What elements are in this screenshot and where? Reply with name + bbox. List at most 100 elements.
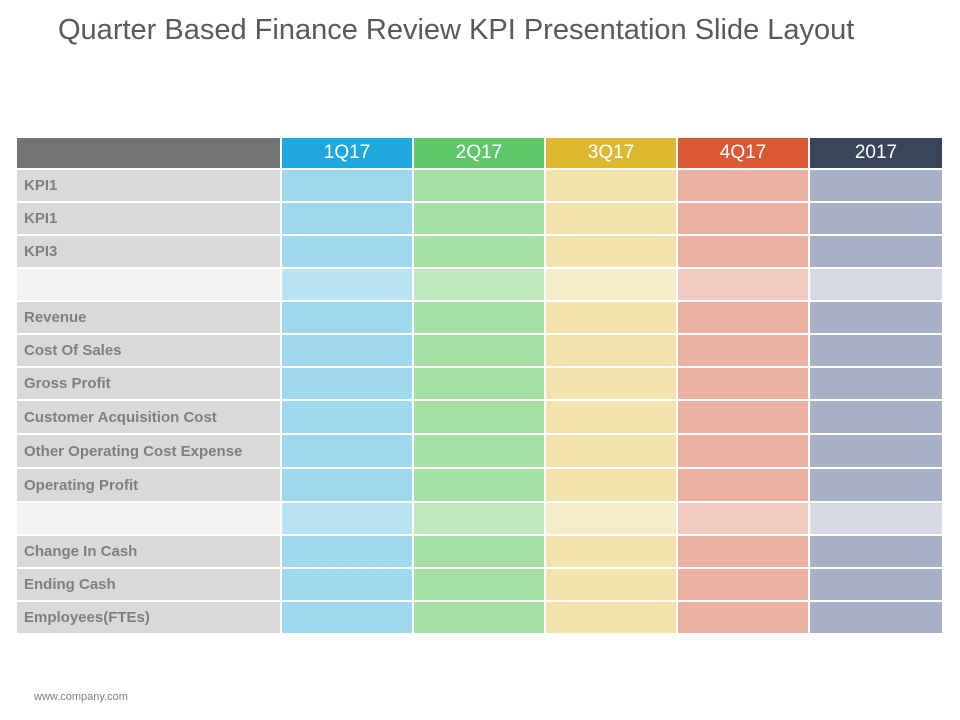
table-cell: [414, 469, 546, 503]
row-label: Operating Profit: [17, 469, 282, 503]
table-cell: [678, 170, 810, 203]
footer-url: www.company.com: [34, 691, 128, 703]
table-cell: [678, 203, 810, 236]
table-cell: [414, 401, 546, 435]
table-row: KPI1: [17, 203, 942, 236]
table-cell: [414, 569, 546, 602]
table-cell: [678, 236, 810, 269]
table-cell: [678, 269, 810, 302]
table-cell: [546, 170, 678, 203]
row-label: KPI3: [17, 236, 282, 269]
table-cell: [546, 536, 678, 569]
table-row: Customer Acquisition Cost: [17, 401, 942, 435]
table-cell: [546, 602, 678, 635]
table-cell: [546, 368, 678, 401]
table-row: Other Operating Cost Expense: [17, 435, 942, 469]
table-cell: [810, 602, 942, 635]
table-cell: [678, 602, 810, 635]
row-label: [17, 503, 282, 536]
row-label: Other Operating Cost Expense: [17, 435, 282, 469]
row-label: Revenue: [17, 302, 282, 335]
kpi-table: 1Q17 2Q17 3Q17 4Q17 2017 KPI1 KPI1 KPI3 Rev…: [17, 138, 942, 635]
table-cell: [810, 569, 942, 602]
header-row: 1Q17 2Q17 3Q17 4Q17 2017: [17, 138, 942, 170]
row-label: Cost Of Sales: [17, 335, 282, 368]
table-cell: [282, 302, 414, 335]
table-cell: [810, 503, 942, 536]
table-cell: [546, 569, 678, 602]
table-cell: [810, 335, 942, 368]
table-cell: [546, 269, 678, 302]
table-cell: [678, 401, 810, 435]
row-label: [17, 269, 282, 302]
table-cell: [810, 368, 942, 401]
row-label: Customer Acquisition Cost: [17, 401, 282, 435]
table-cell: [678, 302, 810, 335]
table-cell: [282, 335, 414, 368]
table-cell: [414, 368, 546, 401]
table-cell: [414, 602, 546, 635]
row-label: KPI1: [17, 170, 282, 203]
column-header-4q17: 4Q17: [678, 138, 810, 170]
table-cell: [678, 469, 810, 503]
row-label: Change In Cash: [17, 536, 282, 569]
table-row: [17, 269, 942, 302]
table-row: Employees(FTEs): [17, 602, 942, 635]
table-cell: [414, 236, 546, 269]
table-cell: [414, 503, 546, 536]
table-cell: [282, 469, 414, 503]
table-cell: [810, 203, 942, 236]
table-cell: [414, 302, 546, 335]
table-cell: [414, 203, 546, 236]
row-label: Employees(FTEs): [17, 602, 282, 635]
table-cell: [282, 203, 414, 236]
table-cell: [282, 435, 414, 469]
table-cell: [546, 401, 678, 435]
table-cell: [810, 401, 942, 435]
table-cell: [810, 536, 942, 569]
table-cell: [678, 335, 810, 368]
row-label: Gross Profit: [17, 368, 282, 401]
row-label: KPI1: [17, 203, 282, 236]
table-cell: [282, 569, 414, 602]
table-cell: [414, 536, 546, 569]
table-cell: [546, 236, 678, 269]
table-cell: [414, 170, 546, 203]
table-cell: [810, 170, 942, 203]
table-cell: [546, 302, 678, 335]
table-cell: [810, 435, 942, 469]
table-row: KPI1: [17, 170, 942, 203]
table-cell: [810, 236, 942, 269]
table-cell: [678, 435, 810, 469]
table-cell: [282, 503, 414, 536]
table-cell: [414, 269, 546, 302]
table-cell: [282, 269, 414, 302]
table-row: Operating Profit: [17, 469, 942, 503]
table-cell: [678, 569, 810, 602]
table-cell: [282, 368, 414, 401]
table-row: Gross Profit: [17, 368, 942, 401]
column-header-3q17: 3Q17: [546, 138, 678, 170]
column-header-2017: 2017: [810, 138, 942, 170]
table-cell: [282, 170, 414, 203]
table-cell: [810, 302, 942, 335]
table-cell: [546, 435, 678, 469]
column-header-2q17: 2Q17: [414, 138, 546, 170]
table-cell: [546, 203, 678, 236]
table-row: Ending Cash: [17, 569, 942, 602]
table-cell: [546, 469, 678, 503]
table-cell: [414, 435, 546, 469]
table-row: Change In Cash: [17, 536, 942, 569]
table-cell: [810, 269, 942, 302]
table-cell: [282, 236, 414, 269]
table-cell: [678, 503, 810, 536]
table-cell: [282, 401, 414, 435]
table-cell: [282, 536, 414, 569]
table-row: Revenue: [17, 302, 942, 335]
table-row: Cost Of Sales: [17, 335, 942, 368]
table-cell: [546, 335, 678, 368]
row-label: Ending Cash: [17, 569, 282, 602]
table-cell: [414, 335, 546, 368]
table-cell: [678, 536, 810, 569]
table-cell: [546, 503, 678, 536]
